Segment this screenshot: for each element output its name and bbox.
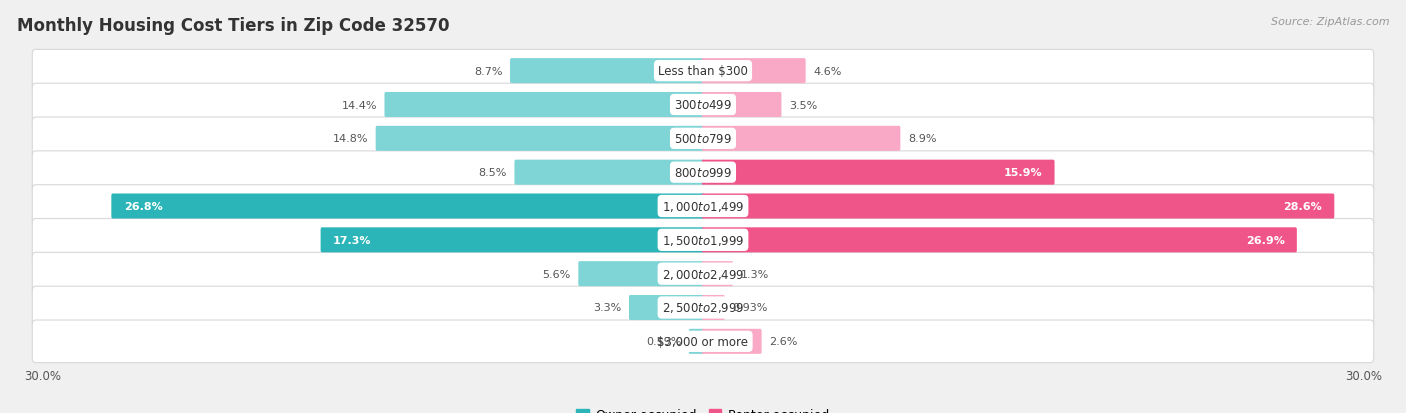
FancyBboxPatch shape	[515, 160, 704, 185]
FancyBboxPatch shape	[32, 287, 1374, 329]
FancyBboxPatch shape	[32, 152, 1374, 194]
Text: 8.7%: 8.7%	[474, 66, 502, 76]
FancyBboxPatch shape	[32, 253, 1374, 295]
FancyBboxPatch shape	[384, 93, 704, 118]
Text: 1.3%: 1.3%	[741, 269, 769, 279]
FancyBboxPatch shape	[702, 160, 1054, 185]
FancyBboxPatch shape	[702, 228, 1296, 253]
FancyBboxPatch shape	[702, 295, 725, 320]
FancyBboxPatch shape	[702, 194, 1334, 219]
Text: 17.3%: 17.3%	[333, 235, 371, 245]
Text: 2.6%: 2.6%	[769, 337, 797, 347]
Text: Source: ZipAtlas.com: Source: ZipAtlas.com	[1271, 17, 1389, 26]
FancyBboxPatch shape	[702, 59, 806, 84]
Text: $800 to $999: $800 to $999	[673, 166, 733, 179]
Legend: Owner-occupied, Renter-occupied: Owner-occupied, Renter-occupied	[571, 404, 835, 413]
FancyBboxPatch shape	[689, 329, 704, 354]
FancyBboxPatch shape	[32, 219, 1374, 261]
FancyBboxPatch shape	[702, 93, 782, 118]
FancyBboxPatch shape	[702, 126, 900, 152]
Text: 15.9%: 15.9%	[1004, 168, 1042, 178]
Text: 3.3%: 3.3%	[593, 303, 621, 313]
FancyBboxPatch shape	[32, 118, 1374, 160]
FancyBboxPatch shape	[375, 126, 704, 152]
Text: 28.6%: 28.6%	[1284, 202, 1322, 211]
Text: $2,500 to $2,999: $2,500 to $2,999	[662, 301, 744, 315]
Text: 26.8%: 26.8%	[124, 202, 163, 211]
Text: 26.9%: 26.9%	[1246, 235, 1285, 245]
Text: 4.6%: 4.6%	[813, 66, 842, 76]
Text: 14.8%: 14.8%	[333, 134, 368, 144]
Text: 8.9%: 8.9%	[908, 134, 936, 144]
FancyBboxPatch shape	[32, 84, 1374, 126]
Text: 0.93%: 0.93%	[733, 303, 768, 313]
Text: 3.5%: 3.5%	[789, 100, 817, 110]
Text: 14.4%: 14.4%	[342, 100, 377, 110]
Text: $500 to $799: $500 to $799	[673, 133, 733, 145]
Text: 8.5%: 8.5%	[478, 168, 508, 178]
FancyBboxPatch shape	[702, 261, 733, 287]
Text: Monthly Housing Cost Tiers in Zip Code 32570: Monthly Housing Cost Tiers in Zip Code 3…	[17, 17, 450, 34]
FancyBboxPatch shape	[510, 59, 704, 84]
Text: 5.6%: 5.6%	[543, 269, 571, 279]
FancyBboxPatch shape	[32, 185, 1374, 228]
FancyBboxPatch shape	[321, 228, 704, 253]
FancyBboxPatch shape	[578, 261, 704, 287]
FancyBboxPatch shape	[702, 329, 762, 354]
Text: 0.59%: 0.59%	[645, 337, 681, 347]
Text: Less than $300: Less than $300	[658, 65, 748, 78]
FancyBboxPatch shape	[32, 320, 1374, 363]
Text: $3,000 or more: $3,000 or more	[658, 335, 748, 348]
FancyBboxPatch shape	[111, 194, 704, 219]
Text: $1,500 to $1,999: $1,500 to $1,999	[662, 233, 744, 247]
FancyBboxPatch shape	[32, 50, 1374, 93]
Text: $2,000 to $2,499: $2,000 to $2,499	[662, 267, 744, 281]
Text: $300 to $499: $300 to $499	[673, 99, 733, 112]
Text: $1,000 to $1,499: $1,000 to $1,499	[662, 199, 744, 214]
FancyBboxPatch shape	[628, 295, 704, 320]
